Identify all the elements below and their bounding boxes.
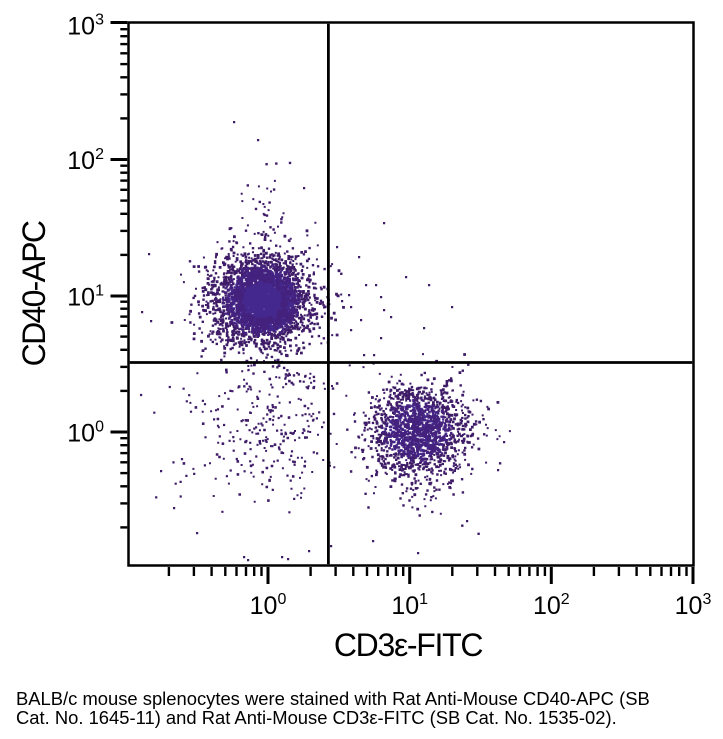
svg-text:BALB/c mouse splenocytes were: BALB/c mouse splenocytes were stained wi… <box>16 688 650 709</box>
svg-text:101: 101 <box>67 283 104 312</box>
svg-text:Cat. No. 1645-11) and Rat Anti: Cat. No. 1645-11) and Rat Anti-Mouse CD3… <box>16 707 617 728</box>
svg-text:CD3ε-FITC: CD3ε-FITC <box>334 627 483 663</box>
svg-text:CD40-APC: CD40-APC <box>16 221 52 366</box>
svg-text:102: 102 <box>67 146 104 175</box>
